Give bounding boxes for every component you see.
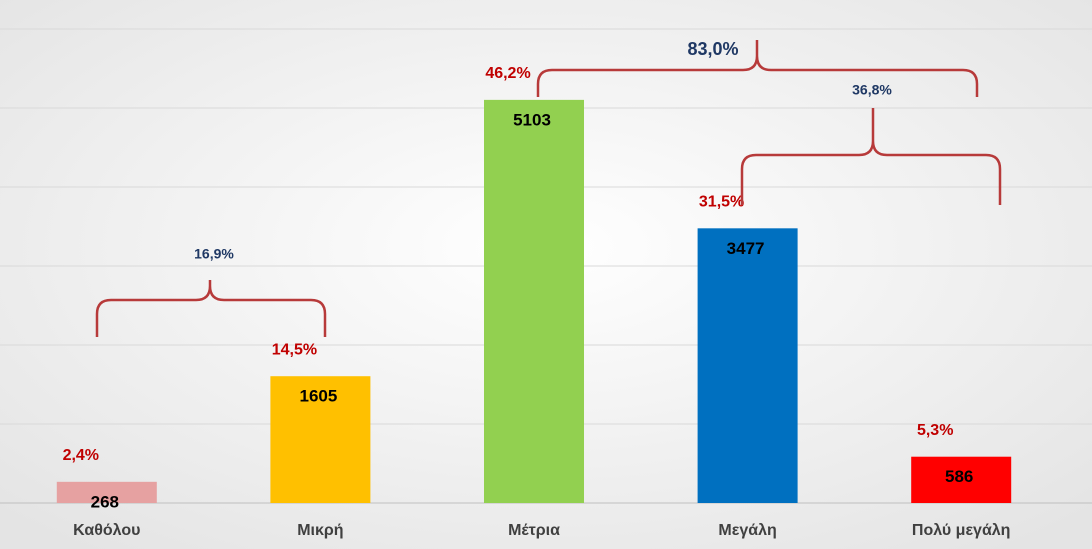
group-label: 36,8% (852, 82, 892, 98)
x-tick-label: Μικρή (297, 522, 343, 539)
x-tick-label: Μεγάλη (718, 522, 776, 539)
bracket (95, 280, 327, 337)
x-tick-label: Πολύ μεγάλη (912, 522, 1011, 539)
bar (911, 456, 1012, 503)
bar (270, 376, 371, 503)
group-label: 16,9% (194, 246, 234, 262)
bracket (536, 40, 979, 97)
value-label: 586 (945, 467, 973, 486)
share-label: 31,5% (699, 194, 744, 211)
value-label: 3477 (727, 239, 765, 258)
share-label: 46,2% (485, 65, 530, 82)
x-tick-label: Μέτρια (508, 522, 560, 539)
value-label: 268 (91, 492, 119, 511)
bar (56, 481, 157, 503)
value-label: 1605 (299, 387, 337, 406)
share-label: 2,4% (63, 447, 99, 464)
group-label: 83,0% (687, 39, 738, 59)
value-label: 5103 (513, 110, 551, 129)
bar (484, 99, 584, 503)
bracket (740, 108, 1002, 205)
bar (697, 228, 798, 503)
x-tick-label: Καθόλου (73, 522, 140, 539)
share-label: 14,5% (272, 341, 317, 358)
share-label: 5,3% (917, 422, 953, 439)
